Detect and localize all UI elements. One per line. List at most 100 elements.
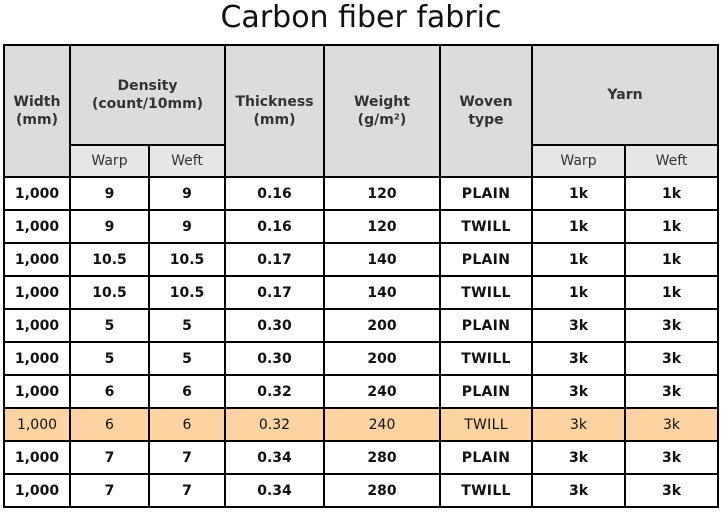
header-weight: Weight (g/m²): [323, 44, 441, 178]
cell-yarn-weft: 3k: [624, 341, 719, 376]
header-row: Width (mm) Density (count/10mm) Thickness (…: [3, 44, 719, 178]
table-row: 1,000 9 9 0.16 120 TWILL 1k 1k: [3, 209, 719, 244]
cell-yarn-warp: 3k: [531, 308, 626, 343]
table-row: 1,000 6 6 0.32 240 TWILL 3k 3k: [3, 407, 719, 442]
cell-yarn-warp: 1k: [531, 176, 626, 211]
header-density-warp: Warp: [69, 144, 150, 178]
cell-yarn-weft: 1k: [624, 176, 719, 211]
cell-yarn-warp: 1k: [531, 275, 626, 310]
cell-thickness: 0.32: [224, 407, 325, 442]
cell-width: 1,000: [3, 440, 71, 475]
cell-yarn-weft: 1k: [624, 242, 719, 277]
cell-yarn-warp: 1k: [531, 209, 626, 244]
cell-woven-type: TWILL: [439, 341, 533, 376]
cell-thickness: 0.16: [224, 176, 325, 211]
cell-width: 1,000: [3, 176, 71, 211]
cell-weight: 140: [323, 275, 441, 310]
header-density-label: Density: [117, 78, 178, 94]
cell-thickness: 0.16: [224, 209, 325, 244]
cell-density-warp: 5: [69, 341, 150, 376]
spec-table: Width (mm) Density (count/10mm) Thickness (…: [3, 44, 719, 508]
cell-density-weft: 9: [148, 176, 226, 211]
cell-width: 1,000: [3, 407, 71, 442]
cell-yarn-weft: 3k: [624, 308, 719, 343]
table-row: 1,000 5 5 0.30 200 TWILL 3k 3k: [3, 341, 719, 376]
cell-width: 1,000: [3, 341, 71, 376]
header-width-label: Width: [13, 94, 61, 110]
cell-yarn-warp: 3k: [531, 407, 626, 442]
cell-yarn-warp: 1k: [531, 242, 626, 277]
header-weight-label: Weight: [354, 94, 410, 110]
cell-thickness: 0.30: [224, 308, 325, 343]
header-density-weft: Weft: [148, 144, 226, 178]
cell-density-warp: 9: [69, 209, 150, 244]
cell-density-warp: 6: [69, 374, 150, 409]
header-woven-unit: type: [468, 112, 504, 128]
cell-density-warp: 10.5: [69, 242, 150, 277]
cell-width: 1,000: [3, 242, 71, 277]
cell-density-weft: 7: [148, 440, 226, 475]
cell-yarn-weft: 3k: [624, 473, 719, 508]
cell-weight: 120: [323, 209, 441, 244]
cell-density-weft: 10.5: [148, 242, 226, 277]
cell-thickness: 0.32: [224, 374, 325, 409]
table-row: 1,000 7 7 0.34 280 TWILL 3k 3k: [3, 473, 719, 508]
header-thickness: Thickness (mm): [224, 44, 325, 178]
cell-density-weft: 10.5: [148, 275, 226, 310]
cell-width: 1,000: [3, 275, 71, 310]
header-woven: Woven type: [439, 44, 533, 178]
cell-woven-type: TWILL: [439, 473, 533, 508]
table-row: 1,000 10.5 10.5 0.17 140 TWILL 1k 1k: [3, 275, 719, 310]
subheader-row: Warp Weft Warp Weft: [4, 144, 719, 178]
cell-woven-type: PLAIN: [439, 242, 533, 277]
cell-yarn-warp: 3k: [531, 473, 626, 508]
cell-density-warp: 10.5: [69, 275, 150, 310]
cell-weight: 240: [323, 374, 441, 409]
cell-thickness: 0.34: [224, 473, 325, 508]
header-width: Width (mm): [3, 44, 71, 178]
header-width-unit: (mm): [16, 112, 58, 128]
table-row: 1,000 5 5 0.30 200 PLAIN 3k 3k: [3, 308, 719, 343]
cell-weight: 240: [323, 407, 441, 442]
cell-yarn-warp: 3k: [531, 341, 626, 376]
cell-woven-type: TWILL: [439, 275, 533, 310]
cell-width: 1,000: [3, 374, 71, 409]
spec-table-body: 1,000 9 9 0.16 120 PLAIN 1k 1k 1,000 9 9 0.16 120 TWI…: [3, 176, 719, 508]
cell-density-weft: 5: [148, 308, 226, 343]
cell-yarn-warp: 3k: [531, 440, 626, 475]
header-thickness-label: Thickness: [235, 94, 314, 110]
table-row: 1,000 10.5 10.5 0.17 140 PLAIN 1k 1k: [3, 242, 719, 277]
cell-yarn-warp: 3k: [531, 374, 626, 409]
cell-thickness: 0.17: [224, 242, 325, 277]
cell-thickness: 0.17: [224, 275, 325, 310]
cell-woven-type: PLAIN: [439, 308, 533, 343]
cell-weight: 140: [323, 242, 441, 277]
cell-width: 1,000: [3, 473, 71, 508]
cell-weight: 280: [323, 440, 441, 475]
header-weight-unit: (g/m²): [357, 112, 407, 128]
table-row: 1,000 9 9 0.16 120 PLAIN 1k 1k: [3, 176, 719, 211]
header-woven-label: Woven: [459, 94, 513, 110]
header-density-unit: (count/10mm): [91, 96, 204, 112]
cell-thickness: 0.30: [224, 341, 325, 376]
header-thickness-unit: (mm): [253, 112, 296, 128]
table-row: 1,000 7 7 0.34 280 PLAIN 3k 3k: [3, 440, 719, 475]
cell-density-warp: 6: [69, 407, 150, 442]
cell-yarn-weft: 1k: [624, 209, 719, 244]
cell-weight: 280: [323, 473, 441, 508]
cell-weight: 120: [323, 176, 441, 211]
cell-woven-type: PLAIN: [439, 176, 533, 211]
cell-width: 1,000: [3, 209, 71, 244]
header-yarn-warp: Warp: [531, 144, 626, 178]
cell-density-weft: 7: [148, 473, 226, 508]
table-row: 1,000 6 6 0.32 240 PLAIN 3k 3k: [3, 374, 719, 409]
header-yarn: Yarn: [531, 44, 719, 146]
cell-thickness: 0.34: [224, 440, 325, 475]
cell-woven-type: TWILL: [439, 209, 533, 244]
cell-yarn-weft: 1k: [624, 275, 719, 310]
cell-yarn-weft: 3k: [624, 407, 719, 442]
header-yarn-weft: Weft: [624, 144, 719, 178]
cell-yarn-weft: 3k: [624, 374, 719, 409]
cell-weight: 200: [323, 341, 441, 376]
header-density: Density (count/10mm): [69, 44, 226, 146]
